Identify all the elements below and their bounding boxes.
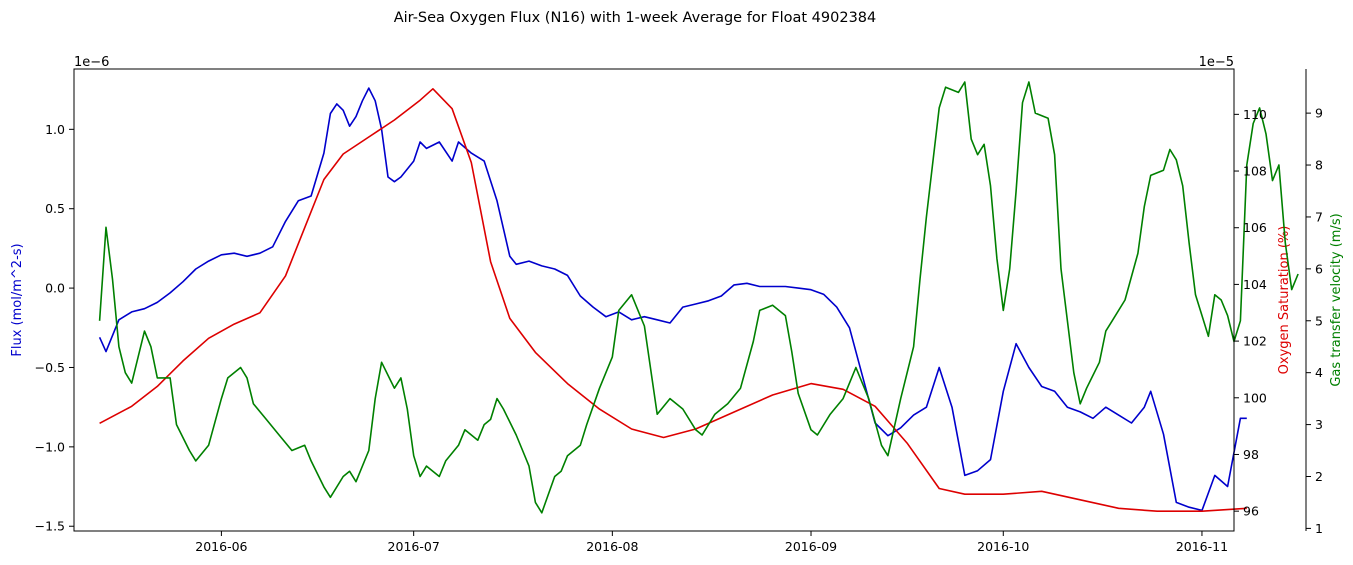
gas_velocity-tick-label: 1 bbox=[1315, 521, 1323, 536]
gas_velocity-tick-label: 6 bbox=[1315, 261, 1323, 276]
saturation-tick-label: 100 bbox=[1243, 390, 1267, 405]
gas_velocity-line bbox=[98, 81, 1299, 514]
x-tick-label: 2016-11 bbox=[1176, 539, 1228, 554]
saturation-line bbox=[99, 88, 1247, 512]
plot-frame bbox=[73, 68, 1235, 532]
flux-tick-label: −1.5 bbox=[35, 519, 65, 534]
flux-tick-label: −1.0 bbox=[35, 439, 65, 454]
saturation-tick-label: 96 bbox=[1243, 504, 1259, 519]
x-tick-label: 2016-10 bbox=[977, 539, 1029, 554]
gas_velocity-tick-label: 8 bbox=[1315, 158, 1323, 173]
saturation-offset-text: 1e−5 bbox=[1199, 55, 1234, 70]
flux-offset-text: 1e−6 bbox=[74, 55, 109, 70]
saturation-tick-label: 106 bbox=[1243, 220, 1267, 235]
tick-layer: 2016-06 2016-07 2016-08 2016-09 2016-10 2016-… bbox=[35, 106, 1323, 554]
x-tick-label: 2016-08 bbox=[586, 539, 638, 554]
gas_velocity-tick-label: 4 bbox=[1315, 365, 1323, 380]
flux-tick-label: 0.0 bbox=[45, 281, 65, 296]
series-layer bbox=[98, 81, 1299, 514]
saturation-tick-label: 108 bbox=[1243, 164, 1267, 179]
chart-title: Air-Sea Oxygen Flux (N16) with 1-week Av… bbox=[394, 10, 877, 26]
saturation-tick-label: 98 bbox=[1243, 447, 1259, 462]
flux-tick-label: 1.0 bbox=[45, 122, 65, 137]
gas_velocity-tick-label: 3 bbox=[1315, 417, 1323, 432]
flux-line bbox=[98, 87, 1247, 512]
saturation-axis-label: Oxygen Saturation (%) bbox=[1277, 226, 1292, 375]
gas_velocity-tick-label: 5 bbox=[1315, 313, 1323, 328]
saturation-tick-label: 104 bbox=[1243, 277, 1267, 292]
saturation-tick-label: 102 bbox=[1243, 334, 1267, 349]
saturation-tick-label: 110 bbox=[1243, 107, 1267, 122]
flux-tick-label: −0.5 bbox=[35, 360, 65, 375]
x-tick-label: 2016-07 bbox=[388, 539, 440, 554]
x-tick-label: 2016-06 bbox=[195, 539, 247, 554]
flux-axis-label: Flux (mol/m^2-s) bbox=[10, 243, 25, 356]
x-tick-label: 2016-09 bbox=[785, 539, 837, 554]
gas_velocity-tick-label: 7 bbox=[1315, 209, 1323, 224]
flux-tick-label: 0.5 bbox=[45, 201, 65, 216]
gas-velocity-axis-label: Gas transfer velocity (m/s) bbox=[1329, 213, 1344, 386]
gas_velocity-tick-label: 9 bbox=[1315, 106, 1323, 121]
gas_velocity-tick-label: 2 bbox=[1315, 469, 1323, 484]
